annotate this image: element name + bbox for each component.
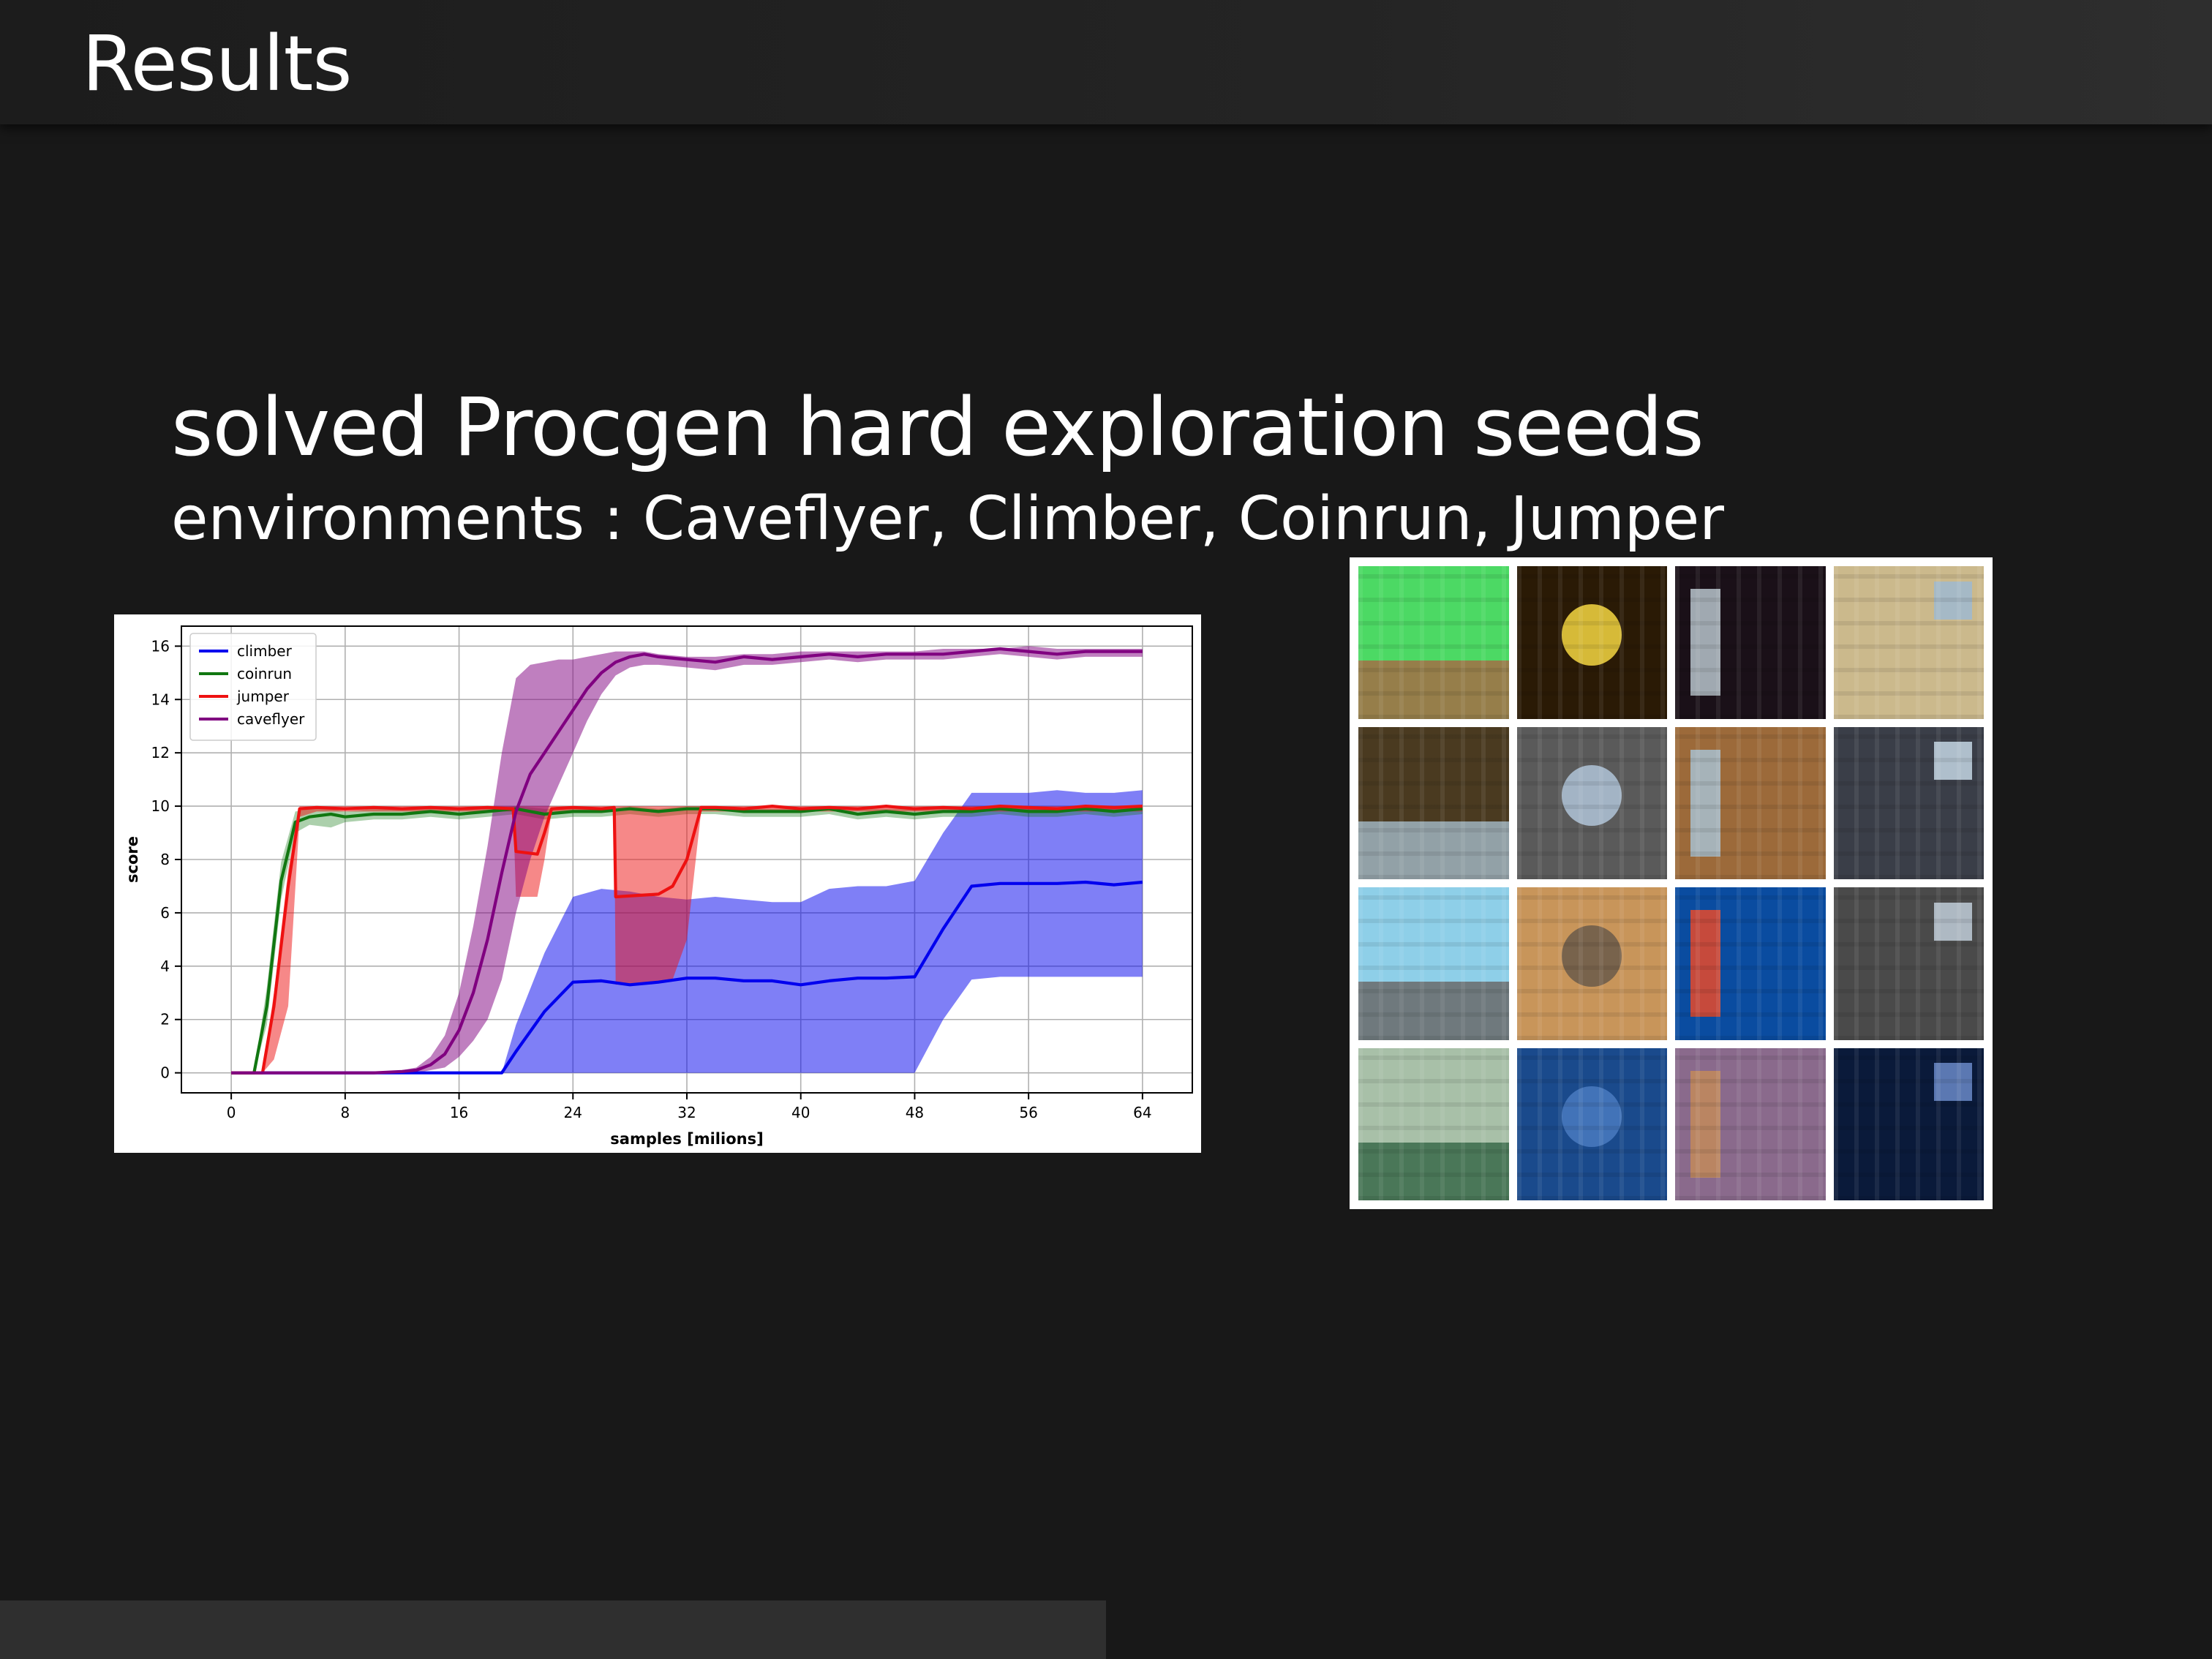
footer-bar [0,1600,1106,1659]
series-line-coinrun [231,807,1143,1075]
thumbnail-detail [1358,1142,1509,1200]
environment-thumbnail-grid [1350,557,1993,1209]
thumbnail-fruitbot-purple [1675,1047,1826,1200]
thumbnail-pattern [1516,726,1667,879]
thumbnail-detail [1934,742,1972,780]
thumbnail-pattern [1675,1047,1826,1200]
thumbnail-pattern [1675,566,1826,719]
y-tick-label: 4 [160,958,170,975]
legend-label-coinrun: coinrun [237,665,292,682]
thumbnail-detail [1690,1070,1720,1178]
y-tick-label: 0 [160,1064,170,1082]
y-tick-label: 8 [160,851,170,868]
thumbnail-pattern [1516,1047,1667,1200]
thumbnail-detail [1690,910,1720,1017]
series-line-climber [231,880,1143,1075]
y-tick-label: 6 [160,904,170,922]
thumbnail-detail [1562,604,1622,666]
thumbnail-pattern [1358,566,1509,719]
x-axis-label: samples [milions] [610,1130,763,1148]
y-tick-label: 12 [151,744,170,761]
thumbnail-dodgeball-water [1516,1047,1667,1200]
thumbnail-detail [1690,589,1720,696]
thumbnail-chaser-maze [1516,726,1667,879]
thumbnail-detail [1358,821,1509,879]
thumbnail-miner-dirt [1675,726,1826,879]
thumbnail-caveflyer-space [1675,566,1826,719]
legend-label-caveflyer: caveflyer [237,710,305,728]
band-jumper [231,806,1143,1073]
x-tick-label: 8 [340,1104,350,1121]
thumbnail-pattern [1358,726,1509,879]
legend-box [189,633,317,741]
thumbnail-detail [1934,581,1972,620]
thumbnail-pattern [1516,566,1667,719]
slide-subline: environments : Caveflyer, Climber, Coinr… [171,484,1724,554]
thumbnail-bigfish-ocean [1675,887,1826,1040]
thumbnail-plunder-maze [1833,887,1984,1040]
thumbnail-detail [1358,661,1509,719]
thumbnail-pattern [1675,887,1826,1040]
thumbnail-pattern [1833,566,1984,719]
thumbnail-detail [1562,1086,1622,1148]
x-tick-label: 16 [450,1104,468,1121]
thumbnail-detail [1934,902,1972,941]
thumbnail-platformer-trees [1358,566,1509,719]
thumbnail-leaper-ice [1833,726,1984,879]
x-tick-label: 56 [1019,1104,1037,1121]
thumbnail-bossfight-space [1833,1047,1984,1200]
thumbnail-starpilot-space [1516,566,1667,719]
legend-label-jumper: jumper [236,688,290,705]
thumbnail-detail [1358,982,1509,1040]
score-chart: 0 8 16 24 32 40 48 56 64 0 2 4 6 8 10 12 14 16 samples [mi… [114,614,1201,1153]
thumbnail-pattern [1358,887,1509,1040]
series-line-jumper [231,805,1143,1075]
thumbnail-detail [1562,764,1622,827]
slide-header: Results [0,0,2212,124]
thumbnail-pattern [1675,726,1826,879]
y-tick-label: 2 [160,1011,170,1028]
x-tick-label: 64 [1133,1104,1151,1121]
y-tick-label: 14 [151,691,170,708]
thumbnail-pattern [1833,887,1984,1040]
thumbnail-heist-sand [1833,566,1984,719]
thumbnail-pattern [1833,726,1984,879]
thumbnail-ninja-forest [1358,1047,1509,1200]
legend-label-climber: climber [237,642,293,660]
thumbnail-maze-sand [1516,887,1667,1040]
thumbnail-bigfish-road [1358,887,1509,1040]
x-tick-label: 24 [564,1104,582,1121]
y-tick-label: 16 [151,637,170,655]
x-tick-label: 40 [791,1104,810,1121]
x-tick-label: 48 [906,1104,924,1121]
y-axis-label: score [124,836,141,883]
x-tick-label: 32 [677,1104,696,1121]
slide-title: Results [82,19,353,108]
thumbnail-pattern [1833,1047,1984,1200]
thumbnail-pattern [1516,887,1667,1040]
thumbnail-detail [1690,749,1720,857]
series-line-caveflyer [231,647,1143,1075]
y-tick-label: 10 [151,797,170,815]
x-tick-label: 0 [227,1104,236,1121]
thumbnail-detail [1562,925,1622,987]
thumbnail-pattern [1358,1047,1509,1200]
slide-headline: solved Procgen hard exploration seeds [171,380,1704,474]
thumbnail-climber-dirt [1358,726,1509,879]
thumbnail-detail [1934,1063,1972,1102]
